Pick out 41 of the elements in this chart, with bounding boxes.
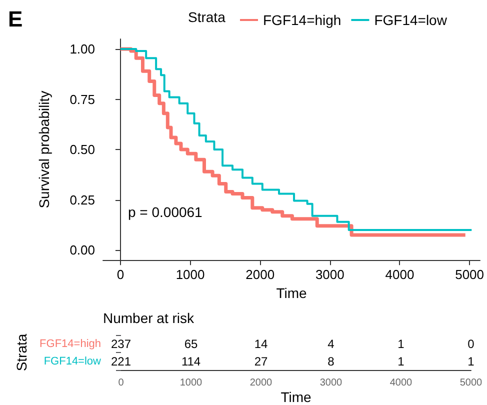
x-tick-label: 4000: [385, 267, 414, 282]
y-tick-label: FGF14=high: [40, 338, 101, 350]
x-tick-label: 4000: [390, 378, 413, 388]
x-tick-label: 0: [116, 267, 124, 282]
x-tick-label: 2000: [250, 378, 273, 388]
y-tick-label: 0.25: [70, 192, 95, 208]
annotation: p = 0.00061: [128, 204, 203, 220]
x-axis-title: Time: [280, 389, 312, 405]
x-axis-title: Time: [276, 285, 308, 301]
data-label: 4: [328, 336, 335, 351]
data-label: 14: [254, 336, 268, 351]
data-label: 27: [254, 354, 268, 368]
y-tick-label: 0.00: [70, 242, 95, 258]
y-axis-title: Strata: [14, 334, 30, 372]
legend-label: FGF14=low: [374, 12, 448, 28]
y-axis-title: Survival probability: [36, 90, 52, 208]
data-label: 1: [398, 354, 405, 368]
x-tick-label: 5000: [460, 378, 483, 388]
data-label: 1: [468, 354, 475, 368]
data-label: 114: [181, 354, 201, 368]
data-label: 237: [110, 336, 132, 351]
y-tick-label: FGF14=low: [44, 355, 102, 368]
y-tick-label: 0.50: [70, 142, 95, 158]
y-tick-label: 1.00: [70, 42, 95, 57]
data-label: 65: [184, 336, 198, 351]
data-label: 0: [468, 336, 475, 351]
legend-title: Strata: [188, 9, 226, 25]
y-tick-label: 0.75: [70, 92, 95, 107]
chart-title: Number at risk: [103, 310, 196, 326]
legend-label: FGF14=high: [263, 12, 342, 28]
x-tick-label: 3000: [320, 378, 343, 388]
x-tick-label: 0: [118, 378, 124, 388]
data-label: 1: [398, 336, 405, 351]
data-label: 221: [110, 354, 132, 368]
x-tick-label: 5000: [455, 267, 484, 282]
x-tick-label: 1000: [176, 267, 205, 282]
data-label: 8: [328, 354, 335, 368]
text: E: [8, 6, 23, 32]
x-tick-label: 3000: [315, 267, 344, 282]
x-tick-label: 2000: [246, 267, 275, 282]
x-tick-label: 1000: [180, 378, 203, 388]
